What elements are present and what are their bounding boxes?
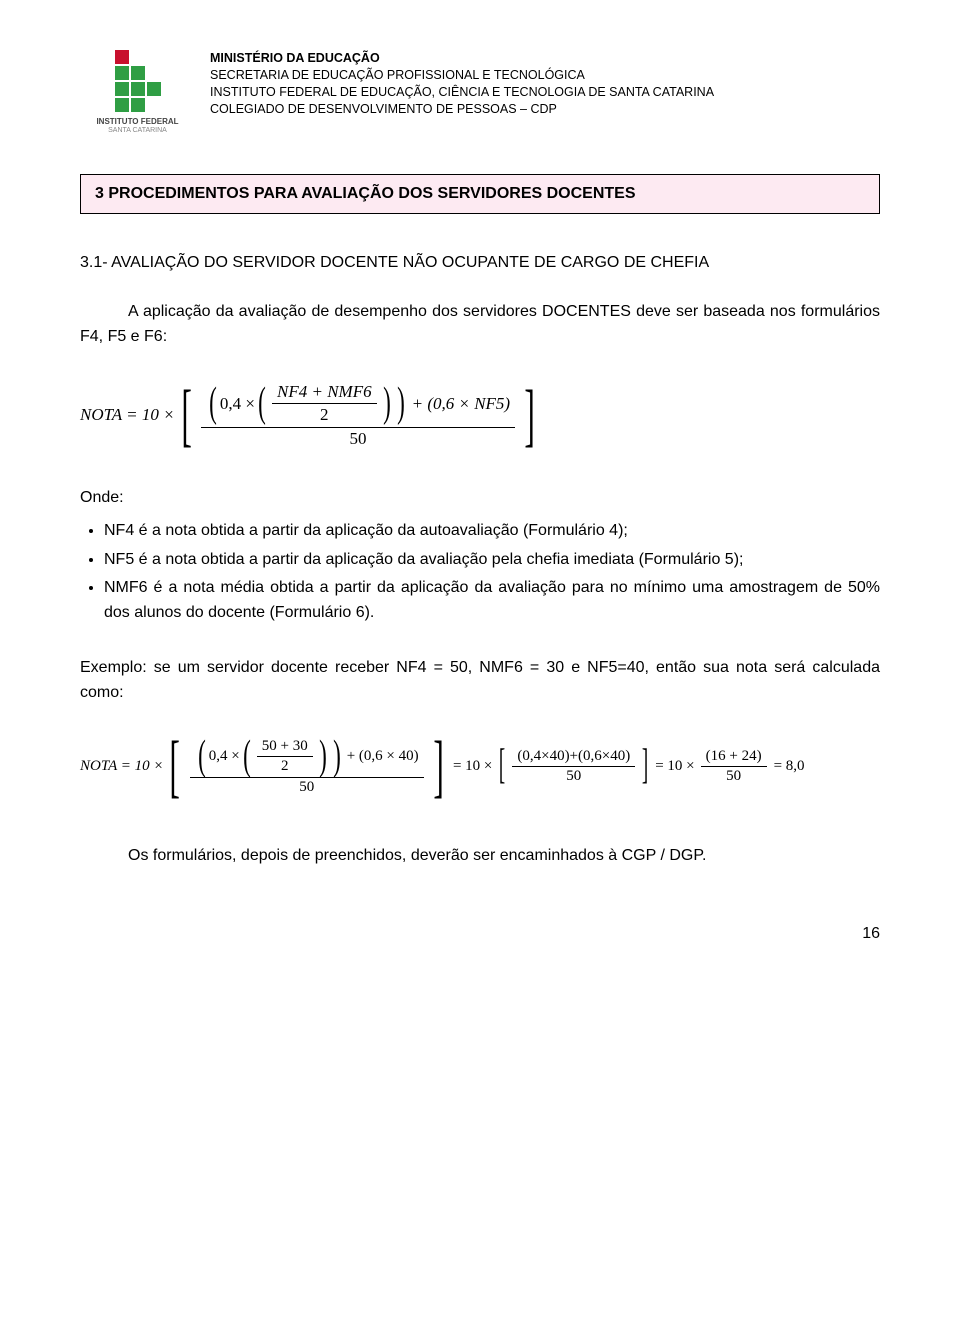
right-bracket-icon: ] bbox=[642, 751, 648, 780]
header-text-block: MINISTÉRIO DA EDUCAÇÃO SECRETARIA DE EDU… bbox=[210, 50, 714, 118]
formula2-a-outer-den: 50 bbox=[294, 778, 319, 797]
formula2-result: = 8,0 bbox=[774, 758, 805, 775]
header-line-4: COLEGIADO DE DESENVOLVIMENTO DE PESSOAS … bbox=[210, 101, 714, 118]
header-line-2: SECRETARIA DE EDUCAÇÃO PROFISSIONAL E TE… bbox=[210, 67, 714, 84]
definition-list: NF4 é a nota obtida a partir da aplicaçã… bbox=[80, 519, 880, 626]
paren-right-icon: ) bbox=[319, 746, 327, 767]
right-bracket-icon: ] bbox=[525, 391, 535, 440]
formula2-frac-c: (16 + 24) 50 bbox=[701, 747, 767, 786]
formula2-eq1: = 10 × bbox=[453, 758, 492, 775]
page-number: 16 bbox=[80, 925, 880, 943]
paren-right-icon: ) bbox=[397, 393, 405, 414]
formula2-a-inner: 50 + 30 2 bbox=[257, 737, 313, 776]
header-line-3: INSTITUTO FEDERAL DE EDUCAÇÃO, CIÊNCIA E… bbox=[210, 84, 714, 101]
formula1-outer-fraction: ( 0,4 × ( NF4 + NMF6 2 ) ) + (0,6 × NF5)… bbox=[201, 380, 515, 450]
formula1-inner-num: NF4 + NMF6 bbox=[272, 381, 377, 403]
header-line-1: MINISTÉRIO DA EDUCAÇÃO bbox=[210, 50, 714, 67]
formula2-b-den: 50 bbox=[561, 767, 586, 786]
formula1-inner-den: 2 bbox=[315, 404, 334, 426]
paren-right-icon: ) bbox=[333, 746, 341, 767]
intro-paragraph: A aplicação da avaliação de desempenho d… bbox=[80, 300, 880, 350]
document-header: INSTITUTO FEDERAL SANTA CATARINA MINISTÉ… bbox=[80, 50, 880, 134]
example-intro: Exemplo: se um servidor docente receber … bbox=[80, 656, 880, 706]
formula1-plus: + (0,6 × NF5) bbox=[412, 394, 511, 414]
formula2-c-den: 50 bbox=[721, 767, 746, 786]
institution-logo: INSTITUTO FEDERAL SANTA CATARINA bbox=[80, 50, 195, 134]
formula1-coef: 0,4 × bbox=[220, 394, 255, 414]
formula2-a-coef: 0,4 × bbox=[209, 748, 240, 765]
formula1-inner-fraction: NF4 + NMF6 2 bbox=[272, 381, 377, 426]
formula2-a-plus: + (0,6 × 40) bbox=[347, 748, 419, 765]
logo-line2: SANTA CATARINA bbox=[96, 127, 178, 135]
paren-left-icon: ( bbox=[258, 393, 266, 414]
subheading: 3.1- AVALIAÇÃO DO SERVIDOR DOCENTE NÃO O… bbox=[80, 254, 880, 272]
formula-nota-definition: NOTA = 10 × [ ( 0,4 × ( NF4 + NMF6 2 ) )… bbox=[80, 380, 880, 450]
paren-left-icon: ( bbox=[209, 393, 217, 414]
formula2-b-num: (0,4×40)+(0,6×40) bbox=[512, 747, 635, 766]
list-item: NF5 é a nota obtida a partir da aplicaçã… bbox=[104, 548, 880, 573]
paren-left-icon: ( bbox=[243, 746, 251, 767]
page: INSTITUTO FEDERAL SANTA CATARINA MINISTÉ… bbox=[0, 0, 960, 983]
left-bracket-icon: [ bbox=[170, 742, 180, 791]
logo-text: INSTITUTO FEDERAL SANTA CATARINA bbox=[96, 118, 178, 134]
formula2-a-den: 2 bbox=[276, 757, 294, 776]
onde-label: Onde: bbox=[80, 486, 880, 511]
footer-paragraph: Os formulários, depois de preenchidos, d… bbox=[80, 847, 880, 865]
paren-left-icon: ( bbox=[198, 746, 206, 767]
logo-mark bbox=[115, 50, 161, 112]
right-bracket-icon: ] bbox=[433, 742, 443, 791]
formula2-lhs: NOTA = 10 × bbox=[80, 758, 163, 775]
left-bracket-icon: [ bbox=[499, 751, 505, 780]
section-title-box: 3 PROCEDIMENTOS PARA AVALIAÇÃO DOS SERVI… bbox=[80, 174, 880, 214]
formula2-frac-b: (0,4×40)+(0,6×40) 50 bbox=[512, 747, 635, 786]
logo-line1: INSTITUTO FEDERAL bbox=[96, 118, 178, 127]
formula2-c-num: (16 + 24) bbox=[701, 747, 767, 766]
list-item: NMF6 é a nota média obtida a partir da a… bbox=[104, 576, 880, 626]
formula2-a-num: 50 + 30 bbox=[257, 737, 313, 756]
list-item: NF4 é a nota obtida a partir da aplicaçã… bbox=[104, 519, 880, 544]
formula1-lhs: NOTA = 10 × bbox=[80, 405, 175, 425]
section-title: 3 PROCEDIMENTOS PARA AVALIAÇÃO DOS SERVI… bbox=[95, 185, 636, 202]
formula2-frac-a: ( 0,4 × ( 50 + 30 2 ) ) + (0,6 × 40) 50 bbox=[190, 736, 424, 797]
formula1-outer-den: 50 bbox=[345, 428, 372, 450]
left-bracket-icon: [ bbox=[181, 391, 191, 440]
paren-right-icon: ) bbox=[383, 393, 391, 414]
formula-nota-example: NOTA = 10 × [ ( 0,4 × ( 50 + 30 2 ) ) + … bbox=[80, 736, 880, 797]
formula2-eq2: = 10 × bbox=[655, 758, 694, 775]
